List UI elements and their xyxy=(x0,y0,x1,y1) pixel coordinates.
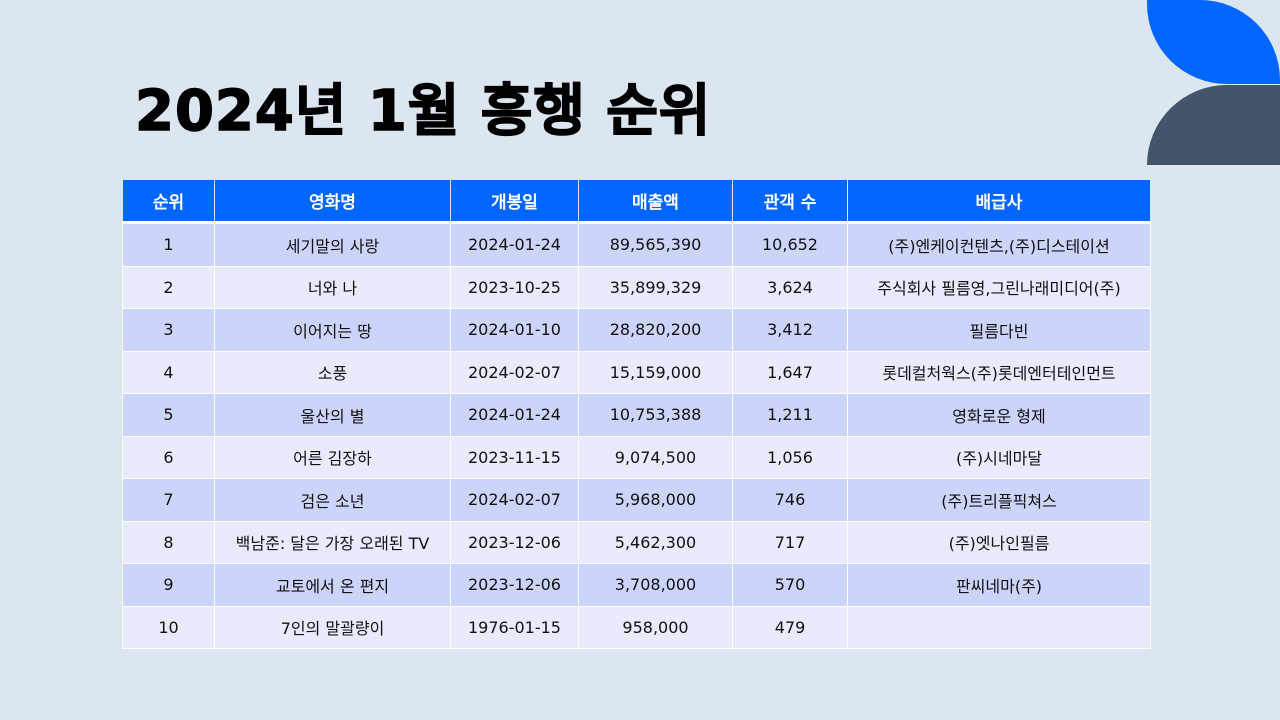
audience-cell: 3,624 xyxy=(732,265,848,309)
header-revenue: 매출액 xyxy=(578,180,733,224)
release-date-cell: 2024-02-07 xyxy=(450,350,579,394)
audience-cell: 3,412 xyxy=(732,308,848,352)
table-row: 9 교토에서 온 편지 2023-12-06 3,708,000 570 판씨네마(주) xyxy=(122,563,1151,607)
rank-cell: 1 xyxy=(122,222,215,267)
table-row: 8 백남준: 달은 가장 오래된 TV 2023-12-06 5,462,300 717… xyxy=(122,520,1151,564)
release-date-cell: 1976-01-15 xyxy=(450,605,579,649)
table-row: 2 너와 나 2023-10-25 35,899,329 3,624 주식회사 필름영,그… xyxy=(122,265,1151,309)
header-rank: 순위 xyxy=(122,180,215,224)
header-audience: 관객 수 xyxy=(732,180,848,224)
distributor-cell: (주)시네마달 xyxy=(847,435,1151,479)
page-title: 2024년 1월 흥행 순위 xyxy=(134,78,712,145)
table-row: 3 이어지는 땅 2024-01-10 28,820,200 3,412 필름다빈 xyxy=(122,308,1151,352)
release-date-cell: 2023-11-15 xyxy=(450,435,579,479)
revenue-cell: 9,074,500 xyxy=(578,435,733,479)
table-row: 6 어른 김장하 2023-11-15 9,074,500 1,056 (주)시네마달 xyxy=(122,435,1151,479)
release-date-cell: 2023-12-06 xyxy=(450,520,579,564)
table-row: 1 세기말의 사랑 2024-01-24 89,565,390 10,652 (주)엔케이… xyxy=(122,222,1151,267)
movie-title-cell: 어른 김장하 xyxy=(214,435,451,479)
audience-cell: 10,652 xyxy=(732,222,848,267)
audience-cell: 1,211 xyxy=(732,393,848,437)
movie-title-cell: 백남준: 달은 가장 오래된 TV xyxy=(214,520,451,564)
revenue-cell: 958,000 xyxy=(578,605,733,649)
revenue-cell: 35,899,329 xyxy=(578,265,733,309)
revenue-cell: 5,462,300 xyxy=(578,520,733,564)
audience-cell: 479 xyxy=(732,605,848,649)
release-date-cell: 2024-01-10 xyxy=(450,308,579,352)
revenue-cell: 89,565,390 xyxy=(578,222,733,267)
release-date-cell: 2023-10-25 xyxy=(450,265,579,309)
box-office-table: 순위 영화명 개봉일 매출액 관객 수 배급사 1 세기말의 사랑 2024-01-… xyxy=(122,180,1151,649)
rank-cell: 9 xyxy=(122,563,215,607)
rank-cell: 7 xyxy=(122,478,215,522)
table-row: 10 7인의 말괄량이 1976-01-15 958,000 479 xyxy=(122,605,1151,649)
table-row: 5 울산의 별 2024-01-24 10,753,388 1,211 영화로운 형제 xyxy=(122,393,1151,437)
header-release-date: 개봉일 xyxy=(450,180,579,224)
movie-title-cell: 7인의 말괄량이 xyxy=(214,605,451,649)
distributor-cell: (주)엔케이컨텐츠,(주)디스테이션 xyxy=(847,222,1151,267)
movie-title-cell: 검은 소년 xyxy=(214,478,451,522)
movie-title-cell: 울산의 별 xyxy=(214,393,451,437)
revenue-cell: 28,820,200 xyxy=(578,308,733,352)
table-row: 4 소풍 2024-02-07 15,159,000 1,647 롯데컬처웍스(주)롯데엔… xyxy=(122,350,1151,394)
audience-cell: 717 xyxy=(732,520,848,564)
distributor-cell xyxy=(847,605,1151,649)
rank-cell: 8 xyxy=(122,520,215,564)
movie-title-cell: 너와 나 xyxy=(214,265,451,309)
release-date-cell: 2024-02-07 xyxy=(450,478,579,522)
header-movie-title: 영화명 xyxy=(214,180,451,224)
audience-cell: 1,647 xyxy=(732,350,848,394)
revenue-cell: 10,753,388 xyxy=(578,393,733,437)
movie-title-cell: 세기말의 사랑 xyxy=(214,222,451,267)
distributor-cell: 판씨네마(주) xyxy=(847,563,1151,607)
distributor-cell: (주)엣나인필름 xyxy=(847,520,1151,564)
table-header-row: 순위 영화명 개봉일 매출액 관객 수 배급사 xyxy=(122,180,1151,224)
rank-cell: 10 xyxy=(122,605,215,649)
movie-title-cell: 이어지는 땅 xyxy=(214,308,451,352)
distributor-cell: 롯데컬처웍스(주)롯데엔터테인먼트 xyxy=(847,350,1151,394)
revenue-cell: 5,968,000 xyxy=(578,478,733,522)
distributor-cell: 영화로운 형제 xyxy=(847,393,1151,437)
decorative-shape xyxy=(1147,0,1280,165)
rank-cell: 2 xyxy=(122,265,215,309)
rank-cell: 4 xyxy=(122,350,215,394)
table-row: 7 검은 소년 2024-02-07 5,968,000 746 (주)트리플픽쳐스 xyxy=(122,478,1151,522)
audience-cell: 1,056 xyxy=(732,435,848,479)
movie-title-cell: 소풍 xyxy=(214,350,451,394)
distributor-cell: (주)트리플픽쳐스 xyxy=(847,478,1151,522)
rank-cell: 6 xyxy=(122,435,215,479)
distributor-cell: 필름다빈 xyxy=(847,308,1151,352)
revenue-cell: 15,159,000 xyxy=(578,350,733,394)
rank-cell: 3 xyxy=(122,308,215,352)
distributor-cell: 주식회사 필름영,그린나래미디어(주) xyxy=(847,265,1151,309)
rank-cell: 5 xyxy=(122,393,215,437)
revenue-cell: 3,708,000 xyxy=(578,563,733,607)
release-date-cell: 2023-12-06 xyxy=(450,563,579,607)
audience-cell: 746 xyxy=(732,478,848,522)
audience-cell: 570 xyxy=(732,563,848,607)
release-date-cell: 2024-01-24 xyxy=(450,393,579,437)
movie-title-cell: 교토에서 온 편지 xyxy=(214,563,451,607)
header-distributor: 배급사 xyxy=(847,180,1151,224)
release-date-cell: 2024-01-24 xyxy=(450,222,579,267)
